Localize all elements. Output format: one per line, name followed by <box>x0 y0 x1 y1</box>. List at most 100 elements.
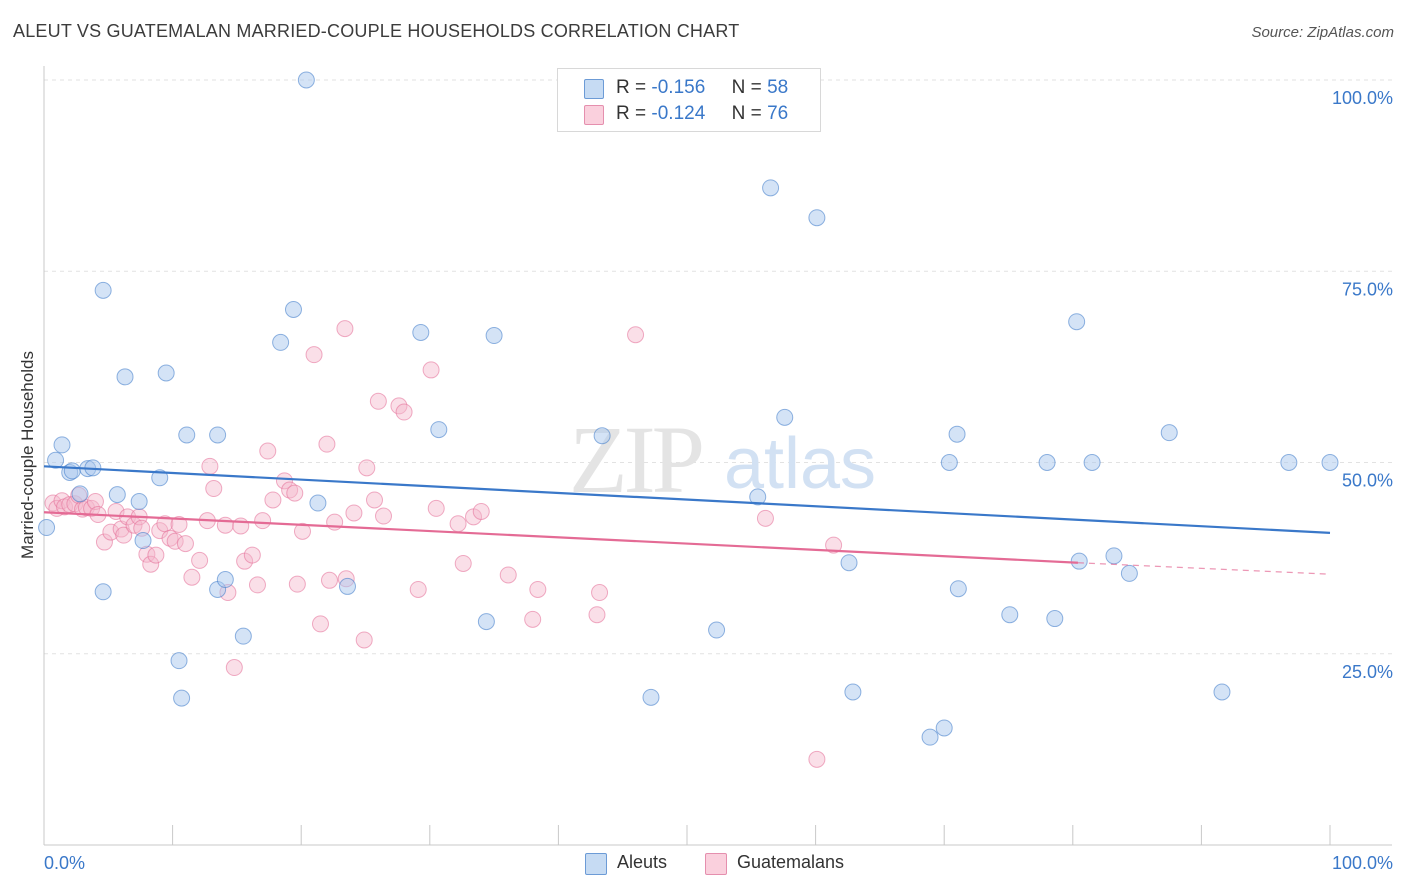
aleuts-point <box>47 451 65 469</box>
axes <box>43 66 1392 846</box>
guatemalans-point <box>825 536 843 554</box>
guatemalans-point <box>756 509 774 527</box>
guatemalans-trend-extension <box>1077 562 1331 575</box>
aleuts-point <box>708 621 726 639</box>
watermark-atlas: atlas <box>724 424 876 504</box>
aleuts-point <box>94 583 112 601</box>
legend-n-label: N = <box>731 103 762 124</box>
guatemalans-point <box>355 631 373 649</box>
guatemalans-point <box>281 481 299 499</box>
guatemalans-point <box>366 491 384 509</box>
guatemalans-point <box>147 546 165 564</box>
guatemalans-trend-line <box>43 511 1078 564</box>
guatemalans-point <box>320 571 338 589</box>
aleuts-point <box>157 364 175 382</box>
y-tick-label: 100.0% <box>1332 88 1393 108</box>
aleuts-point <box>1068 313 1086 331</box>
aleuts-point <box>38 519 56 537</box>
legend-swatch-guatemalans <box>584 105 604 125</box>
aleuts-point <box>940 454 958 471</box>
guatemalans-point <box>524 610 542 628</box>
aleuts-point <box>134 532 152 550</box>
guatemalans-point <box>422 361 440 379</box>
guatemalans-point <box>170 515 188 533</box>
aleuts-point <box>921 728 939 746</box>
aleuts-point <box>749 488 767 506</box>
aleuts-point <box>173 689 191 707</box>
guatemalans-point <box>205 480 223 498</box>
guatemalans-point <box>395 403 413 421</box>
guatemalans-point <box>166 532 184 550</box>
aleuts-point <box>178 426 196 444</box>
guatemalans-point <box>161 529 179 547</box>
guatemalans-point <box>225 659 243 677</box>
aleuts-point <box>949 580 967 598</box>
source-credit: Source: ZipAtlas.com <box>1251 24 1394 41</box>
aleuts-points <box>38 71 1339 746</box>
guatemalans-point <box>95 533 113 551</box>
guatemalans-point <box>216 516 234 534</box>
aleuts-point <box>762 179 780 197</box>
aleuts-point <box>94 281 112 299</box>
legend-r-label: R = <box>616 77 647 98</box>
guatemalans-point <box>288 575 306 593</box>
aleuts-point <box>935 719 953 737</box>
aleuts-point <box>430 421 448 439</box>
legend-n-value: 76 <box>767 103 789 124</box>
aleuts-point <box>338 577 356 595</box>
aleuts-point <box>53 436 71 454</box>
legend-r-label: R = <box>616 103 647 124</box>
x-tick-label: 0.0% <box>44 853 85 873</box>
legend-r-value: -0.156 <box>651 77 706 98</box>
guatemalans-point <box>318 435 336 453</box>
guatemalans-point <box>409 580 427 598</box>
guatemalans-point <box>358 459 376 477</box>
guatemalans-point <box>275 472 293 490</box>
legend-n-value: 58 <box>767 77 789 98</box>
aleuts-point <box>1105 547 1123 565</box>
aleuts-point <box>108 486 126 504</box>
guatemalans-point <box>627 326 645 344</box>
aleuts-point <box>948 425 966 443</box>
guatemalans-point <box>311 615 329 633</box>
aleuts-point <box>63 462 81 480</box>
bottom-legend-label-guatemalans: Guatemalans <box>737 852 845 872</box>
guatemalans-point <box>264 491 282 509</box>
legend-swatch-aleuts <box>584 79 604 99</box>
aleuts-point <box>116 368 134 386</box>
aleuts-point <box>151 469 169 487</box>
aleuts-point <box>309 494 327 512</box>
aleuts-point <box>234 627 252 645</box>
guatemalans-point <box>369 392 387 410</box>
guatemalans-point <box>449 515 467 533</box>
aleuts-point <box>130 493 148 511</box>
guatemalans-point <box>142 555 160 573</box>
aleuts-point <box>477 613 495 631</box>
guatemalans-point <box>191 551 209 569</box>
guatemalans-point <box>176 535 194 553</box>
aleuts-point <box>216 571 234 589</box>
aleuts-point <box>808 209 826 227</box>
aleuts-point <box>1280 454 1298 471</box>
guatemalans-point <box>201 457 219 475</box>
bottom-legend-swatch-guatemalans <box>705 853 727 875</box>
guatemalans-point <box>427 499 445 517</box>
guatemalans-point <box>808 750 826 768</box>
guatemalans-point <box>243 546 261 564</box>
guatemalans-point <box>588 606 606 624</box>
aleuts-point <box>284 301 302 318</box>
y-axis-label: Married-couple Households <box>18 351 37 559</box>
guatemalans-point <box>499 566 517 584</box>
aleuts-point <box>844 683 862 701</box>
guatemalans-point <box>375 507 393 525</box>
guatemalans-point <box>293 522 311 540</box>
y-tick-label: 75.0% <box>1342 279 1393 299</box>
legend-n-label: N = <box>731 77 762 98</box>
aleuts-point <box>593 427 611 445</box>
guatemalans-point <box>183 568 201 586</box>
grid-lines <box>44 79 1392 655</box>
guatemalans-point <box>254 512 272 530</box>
aleuts-point <box>485 327 503 345</box>
guatemalans-point <box>336 320 354 338</box>
